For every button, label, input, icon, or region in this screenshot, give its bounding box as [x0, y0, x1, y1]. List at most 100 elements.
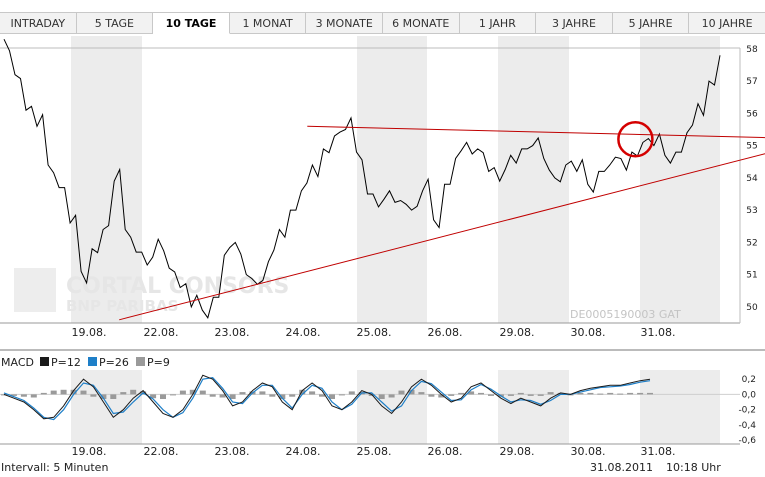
tab-5-jahre[interactable]: 5 JAHRE	[613, 13, 690, 33]
macd-histogram-bar	[647, 392, 653, 395]
price-x-tick: 22.08.	[144, 326, 179, 339]
macd-histogram-bar	[517, 392, 524, 395]
macd-histogram-bar	[179, 390, 186, 395]
macd-histogram-bar	[438, 394, 445, 398]
price-y-tick: 51	[746, 271, 757, 281]
tab-1-jahr[interactable]: 1 JAHR	[460, 13, 537, 33]
macd-histogram-bar	[299, 389, 306, 395]
macd-histogram-bar	[408, 389, 415, 395]
price-y-tick: 55	[746, 142, 757, 152]
price-day-shade	[498, 36, 569, 323]
price-x-tick: 24.08.	[286, 326, 321, 339]
price-x-tick: 26.08.	[428, 326, 463, 339]
macd-line-p26	[3, 376, 651, 421]
price-x-tick: 30.08.	[571, 326, 606, 339]
macd-histogram-bar	[488, 394, 494, 396]
macd-histogram-bar	[448, 394, 455, 396]
macd-histogram-bar	[627, 392, 634, 395]
macd-histogram-bar	[100, 394, 107, 399]
macd-x-tick: 26.08.	[428, 445, 463, 458]
price-y-tick: 53	[746, 206, 757, 216]
tab-10-jahre[interactable]: 10 JAHRE	[701, 16, 753, 30]
price-x-tick: 25.08.	[357, 326, 392, 339]
macd-x-tick: 19.08.	[72, 445, 107, 458]
macd-histogram-bar	[170, 394, 176, 396]
macd-histogram-bar	[577, 392, 584, 395]
macd-histogram-bar	[338, 394, 345, 396]
macd-histogram-bar	[329, 394, 335, 399]
macd-histogram-bar	[557, 392, 564, 395]
price-day-shade	[357, 36, 427, 323]
ascending-trendline	[119, 153, 765, 321]
macd-histogram-bar	[418, 392, 425, 395]
macd-histogram-bar	[607, 392, 614, 395]
macd-histogram-bar	[537, 394, 544, 396]
watermark-line2: BNP PARIBAS	[66, 297, 178, 315]
macd-histogram-bar	[150, 394, 157, 399]
price-y-tick: 58	[746, 45, 758, 55]
macd-histogram-bar	[10, 394, 17, 396]
macd-histogram-bar	[20, 394, 27, 397]
macd-y-tick: -0,4	[738, 421, 756, 431]
macd-histogram-bar	[130, 389, 137, 395]
macd-histogram-bar	[587, 392, 594, 395]
macd-histogram-bar	[348, 391, 355, 395]
macd-x-tick: 31.08.	[641, 445, 676, 458]
macd-x-tick: 22.08.	[144, 445, 179, 458]
macd-legend-label: P=12	[51, 356, 81, 369]
macd-histogram-bar	[40, 392, 47, 395]
macd-histogram-bar	[319, 394, 325, 397]
macd-histogram-bar	[90, 394, 97, 397]
tab-3-monate[interactable]: 3 MONATE	[306, 13, 383, 33]
price-x-tick: 23.08.	[215, 326, 250, 339]
macd-histogram-bar	[60, 389, 67, 395]
tab-3-jahre[interactable]: 3 JAHRE	[536, 13, 613, 33]
macd-histogram-bar	[527, 394, 534, 396]
macd-histogram-bar	[388, 394, 395, 398]
tab-intraday[interactable]: INTRADAY	[0, 13, 77, 33]
macd-x-tick: 23.08.	[215, 445, 250, 458]
macd-legend-swatch	[40, 357, 49, 366]
price-y-tick: 56	[746, 109, 758, 119]
macd-x-tick: 25.08.	[357, 445, 392, 458]
macd-y-tick: 0,0	[742, 390, 757, 400]
macd-x-tick: 29.08.	[500, 445, 535, 458]
macd-histogram-bar	[70, 389, 77, 395]
tab-6-monate[interactable]: 6 MONATE	[383, 13, 460, 33]
footer-date: 31.08.2011	[590, 461, 653, 474]
macd-legend-swatch	[136, 357, 145, 366]
macd-histogram-bar	[637, 392, 644, 395]
macd-x-tick: 30.08.	[571, 445, 606, 458]
price-day-shade	[640, 36, 720, 323]
macd-histogram-bar	[478, 392, 484, 395]
macd-title: MACD	[1, 356, 34, 369]
tab-5-tage[interactable]: 5 TAGE	[77, 13, 154, 33]
macd-histogram-bar	[120, 392, 127, 395]
macd-histogram-bar	[239, 392, 246, 395]
macd-histogram-bar	[50, 390, 57, 395]
tab-1-monat[interactable]: 1 MONAT	[230, 13, 307, 33]
macd-histogram-bar	[209, 394, 216, 397]
macd-day-shade	[498, 370, 569, 444]
macd-histogram-bar	[507, 394, 514, 396]
macd-histogram-bar	[199, 390, 206, 395]
tab-10-tage[interactable]: 10 TAGE	[153, 13, 230, 34]
footer-time: 10:18 Uhr	[666, 461, 721, 474]
interval-label: Intervall: 5 Minuten	[1, 461, 108, 474]
macd-histogram-bar	[617, 393, 624, 395]
macd-legend-swatch	[88, 357, 97, 366]
macd-day-shade	[640, 370, 720, 444]
macd-histogram-bar	[279, 394, 286, 399]
price-y-tick: 57	[746, 77, 757, 87]
macd-day-shade	[357, 370, 427, 444]
macd-histogram-bar	[378, 394, 385, 399]
macd-histogram-bar	[229, 394, 236, 399]
macd-histogram-bar	[468, 391, 475, 395]
macd-line-p12	[3, 374, 651, 420]
macd-histogram-bar	[547, 392, 554, 395]
price-y-tick: 52	[746, 238, 757, 248]
macd-histogram-bar	[289, 394, 296, 397]
macd-histogram-bar	[80, 390, 87, 395]
macd-histogram-bar	[309, 391, 316, 395]
